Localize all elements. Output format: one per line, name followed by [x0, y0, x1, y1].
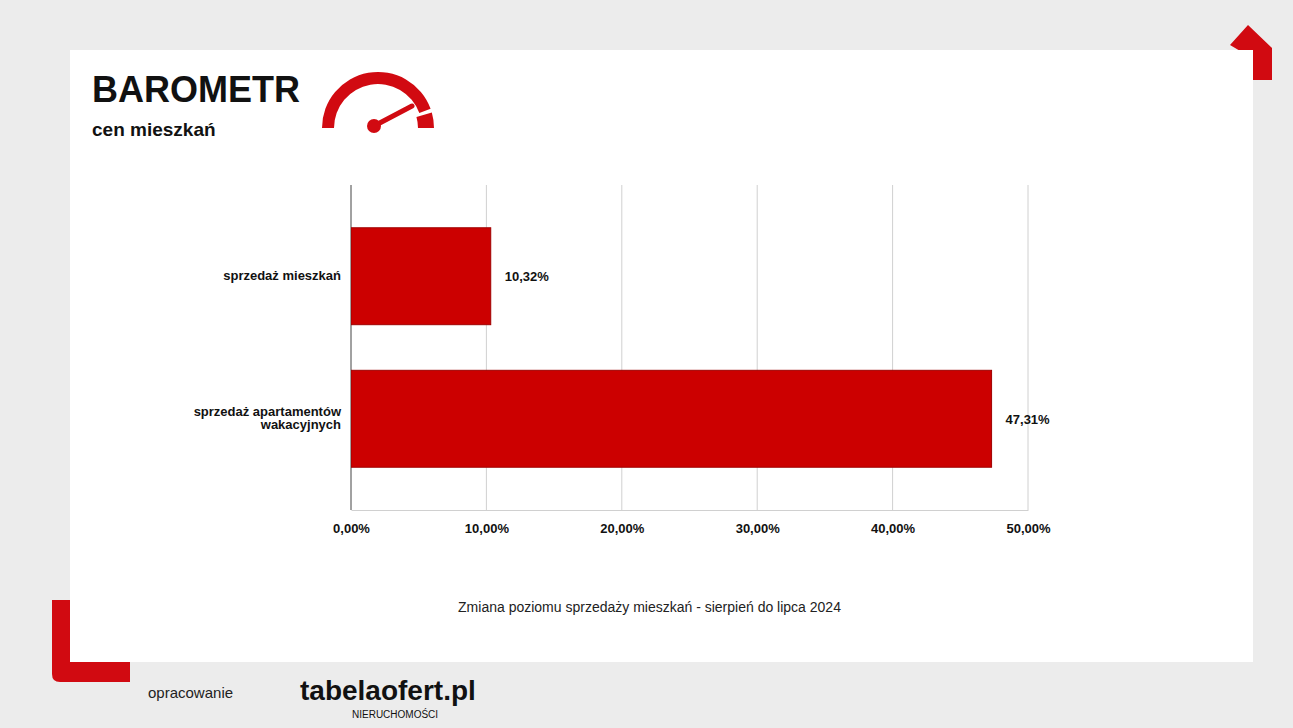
axis-line — [352, 510, 1029, 511]
tick-label: 20,00% — [600, 521, 645, 536]
data-label: 47,31% — [1006, 412, 1051, 427]
gauge-hub — [367, 119, 381, 133]
grid-line — [1028, 185, 1029, 510]
bars — [351, 228, 992, 467]
footer-logo-sub: NIERUCHOMOŚCI — [352, 708, 438, 720]
category-labels: sprzedaż mieszkań sprzedaż apartamentówwa… — [194, 268, 342, 432]
tick-label: 50,00% — [1006, 521, 1051, 536]
tick: 40,00% — [871, 510, 916, 536]
x-axis: 0,00% 10,00% 20,00% 30,00% 40,00% 50,00% — [333, 510, 1051, 536]
footer-logo: tabelaofert.pl — [300, 675, 476, 706]
tick: 30,00% — [736, 510, 781, 536]
category-label: sprzedaż apartamentówwakacyjnych — [194, 404, 342, 432]
footer-text: opracowanie — [148, 684, 233, 701]
chart-root: BAROMETR cen mieszkań 0,00% 10,00% 20,00% 30,… — [0, 0, 1293, 728]
tick-label: 10,00% — [465, 521, 510, 536]
tick: 0,00% — [333, 510, 370, 536]
data-labels: 10,32% 47,31% — [505, 269, 1050, 427]
title: BAROMETR — [92, 69, 300, 110]
data-label: 10,32% — [505, 269, 550, 284]
gauge-arc — [416, 113, 434, 128]
background — [0, 0, 1293, 728]
bar — [351, 228, 491, 325]
tick-label: 0,00% — [333, 521, 370, 536]
tick-label: 30,00% — [736, 521, 781, 536]
subtitle: cen mieszkań — [92, 119, 216, 140]
x-axis-title: Zmiana poziomu sprzedaży mieszkań - sier… — [458, 599, 841, 615]
tick: 20,00% — [600, 510, 645, 536]
tick: 50,00% — [1006, 510, 1051, 536]
bar — [351, 370, 992, 467]
tick: 10,00% — [465, 510, 510, 536]
card — [70, 50, 1253, 662]
tick-label: 40,00% — [871, 521, 916, 536]
gauge-icon — [322, 72, 434, 133]
grid — [351, 185, 1028, 510]
category-label: sprzedaż mieszkań — [223, 268, 341, 283]
